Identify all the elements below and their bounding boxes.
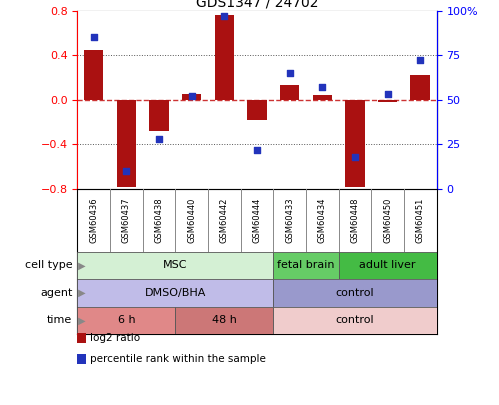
Bar: [117, 100, 136, 186]
Text: GSM60433: GSM60433: [285, 197, 294, 243]
FancyBboxPatch shape: [77, 307, 175, 334]
Text: GSM60437: GSM60437: [122, 197, 131, 243]
Text: ▶: ▶: [75, 260, 85, 270]
FancyBboxPatch shape: [175, 307, 273, 334]
Point: [122, 168, 130, 174]
Point: [351, 153, 359, 160]
Bar: [84, 49, 103, 100]
FancyBboxPatch shape: [77, 252, 273, 279]
Text: agent: agent: [40, 288, 72, 298]
Text: MSC: MSC: [163, 260, 188, 270]
Text: GSM60442: GSM60442: [220, 197, 229, 243]
Text: DMSO/BHA: DMSO/BHA: [145, 288, 206, 298]
Bar: [182, 94, 202, 100]
Bar: [378, 100, 397, 102]
Bar: [312, 95, 332, 100]
FancyBboxPatch shape: [273, 279, 437, 307]
Point: [188, 93, 196, 99]
Point: [384, 91, 392, 98]
Text: control: control: [336, 288, 374, 298]
Point: [318, 84, 326, 90]
Text: adult liver: adult liver: [359, 260, 416, 270]
Text: GSM60440: GSM60440: [187, 197, 196, 243]
Bar: [215, 15, 234, 100]
Point: [221, 13, 229, 19]
Point: [285, 70, 293, 76]
Text: GSM60436: GSM60436: [89, 197, 98, 243]
Text: GSM60434: GSM60434: [318, 197, 327, 243]
Bar: [149, 100, 169, 131]
Text: fetal brain: fetal brain: [277, 260, 335, 270]
Title: GDS1347 / 24702: GDS1347 / 24702: [196, 0, 318, 9]
Bar: [411, 75, 430, 100]
Text: GSM60450: GSM60450: [383, 197, 392, 243]
Text: log2 ratio: log2 ratio: [90, 333, 140, 343]
Text: time: time: [47, 315, 72, 325]
Text: GSM60451: GSM60451: [416, 197, 425, 243]
Text: ▶: ▶: [75, 288, 85, 298]
Text: GSM60448: GSM60448: [350, 197, 359, 243]
Text: control: control: [336, 315, 374, 325]
Text: percentile rank within the sample: percentile rank within the sample: [90, 354, 265, 364]
Bar: [345, 100, 365, 186]
Text: ▶: ▶: [75, 315, 85, 325]
Text: 6 h: 6 h: [118, 315, 135, 325]
FancyBboxPatch shape: [339, 252, 437, 279]
Text: 48 h: 48 h: [212, 315, 237, 325]
Bar: [280, 85, 299, 100]
Text: GSM60438: GSM60438: [155, 197, 164, 243]
FancyBboxPatch shape: [77, 279, 273, 307]
Point: [416, 57, 424, 64]
Text: GSM60444: GSM60444: [252, 197, 261, 243]
Point: [90, 34, 98, 40]
Text: cell type: cell type: [25, 260, 72, 270]
FancyBboxPatch shape: [273, 252, 339, 279]
Point: [253, 146, 261, 153]
Point: [155, 136, 163, 142]
Bar: [247, 100, 267, 120]
FancyBboxPatch shape: [273, 307, 437, 334]
